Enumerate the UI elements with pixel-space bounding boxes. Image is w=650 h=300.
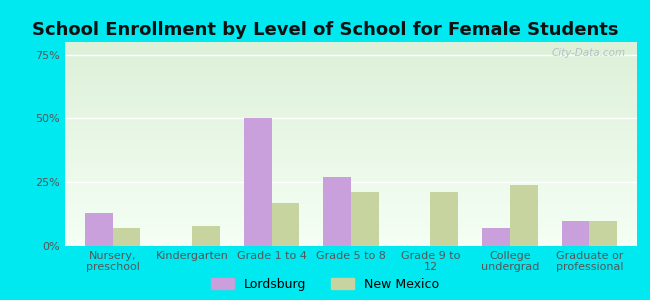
Text: School Enrollment by Level of School for Female Students: School Enrollment by Level of School for…: [32, 21, 618, 39]
Bar: [510, 185, 538, 246]
Bar: [351, 193, 379, 246]
Bar: [112, 228, 140, 246]
Legend: Lordsburg, New Mexico: Lordsburg, New Mexico: [211, 278, 439, 291]
Bar: [85, 213, 112, 246]
Bar: [323, 177, 351, 246]
Bar: [562, 220, 590, 246]
Bar: [590, 220, 617, 246]
Bar: [430, 193, 458, 246]
Bar: [482, 228, 510, 246]
Bar: [192, 226, 220, 246]
Bar: [244, 118, 272, 246]
Bar: [272, 203, 300, 246]
Text: City-Data.com: City-Data.com: [551, 48, 625, 58]
